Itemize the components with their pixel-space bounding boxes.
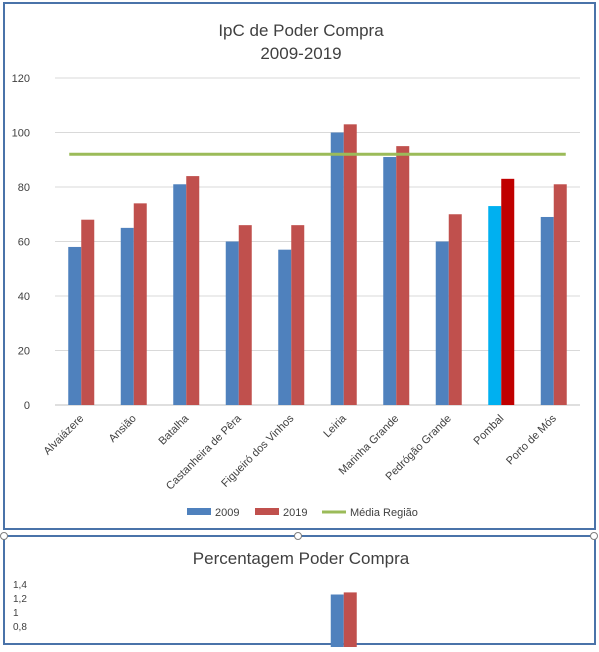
legend: 2009 2019 Média Região	[187, 507, 418, 519]
bar-2009	[225, 241, 239, 405]
legend-label: Média Região	[350, 507, 418, 519]
legend-label: 2019	[283, 507, 307, 519]
x-tick-label: Batalha	[157, 412, 192, 447]
bar-2009	[540, 216, 554, 405]
bar-2009	[435, 241, 449, 405]
bar-2009	[173, 184, 187, 405]
bar-2019	[133, 203, 147, 405]
ipc-chart[interactable]: IpC de Poder Compra 2009-2019 0 20 40 60 80 1…	[3, 2, 596, 530]
bar	[343, 592, 357, 647]
x-tick-label: Alvaiázere	[42, 413, 87, 458]
bar-2019	[81, 219, 95, 405]
bar-2019	[291, 225, 305, 405]
bar-2009	[488, 206, 502, 405]
chart-title: Percentagem Poder Compra	[193, 549, 410, 568]
bar-2019	[448, 214, 462, 405]
legend-swatch	[187, 508, 211, 515]
percentagem-chart[interactable]: Percentagem Poder Compra 1,4 1,2 1 0,8	[3, 535, 596, 647]
bar-2009	[120, 227, 134, 405]
y-tick-label: 1	[13, 608, 19, 619]
y-tick-label: 60	[18, 237, 30, 249]
y-tick-label: 100	[12, 128, 30, 140]
bar-2019	[186, 176, 200, 405]
bar-2009	[278, 249, 292, 405]
percentagem-chart-svg: Percentagem Poder Compra 1,4 1,2 1 0,8	[13, 549, 410, 647]
chart-title: IpC de Poder Compra	[218, 21, 384, 40]
legend-label: 2009	[215, 507, 239, 519]
x-tick-label: Ansião	[107, 413, 139, 445]
ipc-chart-svg: IpC de Poder Compra 2009-2019 0 20 40 60 80 1…	[12, 21, 580, 519]
y-tick-label: 0	[24, 400, 30, 412]
bars	[68, 124, 567, 405]
y-tick-label: 20	[18, 346, 30, 358]
legend-swatch	[255, 508, 279, 515]
bar-2019	[238, 225, 252, 405]
bar-2009	[330, 132, 344, 405]
bars	[330, 592, 357, 647]
resize-handle-right[interactable]	[590, 532, 598, 540]
resize-handle-center[interactable]	[294, 532, 302, 540]
bar	[330, 594, 344, 647]
bar-2019	[396, 146, 410, 405]
y-tick-label: 80	[18, 182, 30, 194]
x-tick-label: Pombal	[472, 413, 507, 448]
bar-2019	[343, 124, 357, 405]
bar-2019	[553, 184, 567, 405]
y-tick-label: 0,8	[13, 622, 27, 633]
y-tick-label: 120	[12, 73, 30, 85]
bar-2009	[68, 246, 82, 405]
x-tick-label: Porto de Mós	[504, 412, 559, 467]
y-tick-label: 1,2	[13, 594, 27, 605]
y-axis-ticks: 0 20 40 60 80 100 120	[12, 73, 30, 412]
resize-handle-left[interactable]	[0, 532, 8, 540]
chart-subtitle: 2009-2019	[260, 44, 341, 63]
bar-2019	[501, 178, 515, 405]
x-tick-label: Leiria	[321, 412, 349, 440]
y-tick-label: 40	[18, 291, 30, 303]
y-axis-ticks: 1,4 1,2 1 0,8	[13, 580, 27, 633]
y-tick-label: 1,4	[13, 580, 27, 591]
bar-2009	[383, 157, 397, 405]
